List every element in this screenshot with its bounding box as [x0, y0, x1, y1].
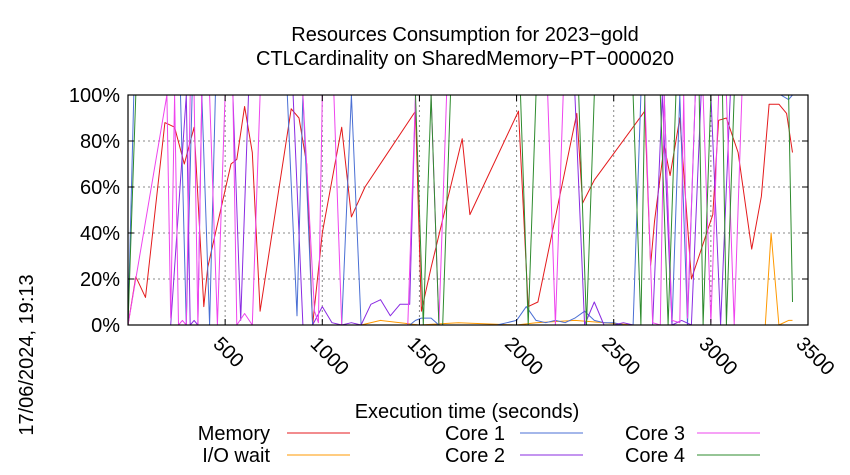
y-tick-label: 60% — [80, 177, 120, 199]
legend-label-core-3: Core 3 — [625, 423, 685, 445]
legend-label-core-2: Core 2 — [445, 445, 505, 467]
x-tick-label: 1500 — [403, 333, 450, 380]
legend-label-core-4: Core 4 — [625, 445, 685, 467]
series-line-core-2 — [128, 94, 793, 326]
series-line-i-o-wait — [128, 232, 793, 326]
x-tick-label: 1000 — [306, 333, 353, 380]
y-tick-label: 40% — [80, 223, 120, 245]
y-tick-label: 0% — [91, 315, 120, 337]
x-axis: 500 1000 1500 2000 2500 3000 3500 — [209, 95, 838, 380]
legend-label-memory: Memory — [198, 423, 270, 445]
y-tick-label: 20% — [80, 269, 120, 291]
y-tick-label: 100% — [69, 85, 120, 107]
plot-lines — [127, 94, 793, 326]
x-tick-label: 2000 — [500, 333, 547, 380]
chart-subtitle: CTLCardinality on SharedMemory−PT−000020 — [256, 48, 674, 70]
legend-label-core-1: Core 1 — [445, 423, 505, 445]
grid — [128, 95, 808, 325]
x-tick-label: 2500 — [597, 333, 644, 380]
legend-label-i-o-wait: I/O wait — [202, 445, 270, 467]
chart-title: Resources Consumption for 2023−gold — [291, 24, 638, 46]
x-tick-label: 3500 — [791, 333, 838, 380]
plot-frame — [127, 94, 809, 326]
timestamp-label: 17/06/2024, 19:13 — [16, 274, 38, 435]
y-axis: 0% 20% 40% 60% 80% 100% — [69, 85, 808, 337]
x-tick-label: 3000 — [694, 333, 741, 380]
x-axis-label: Execution time (seconds) — [355, 401, 580, 423]
x-tick-label: 500 — [209, 333, 248, 372]
y-tick-label: 80% — [80, 131, 120, 153]
